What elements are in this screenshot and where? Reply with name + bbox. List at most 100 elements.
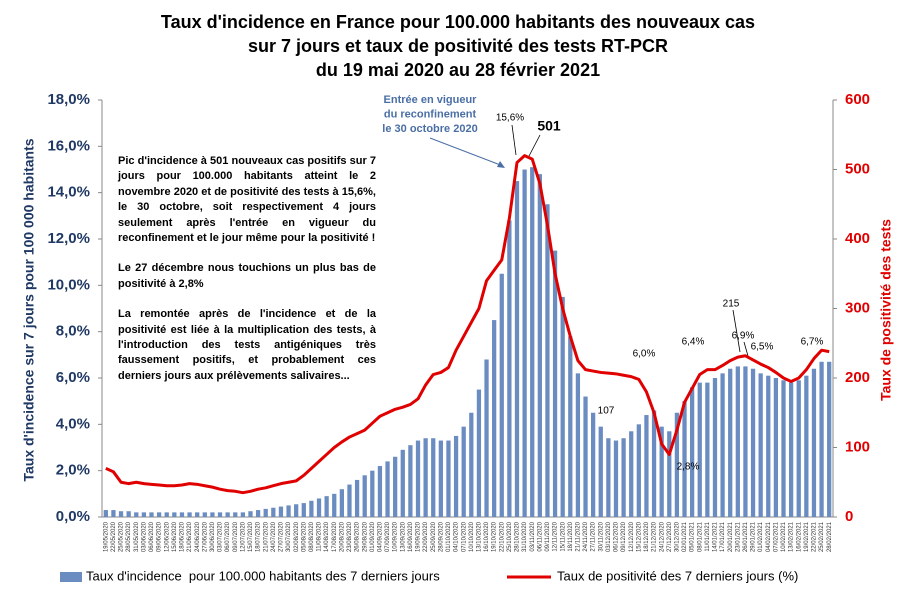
- bar: [103, 510, 108, 517]
- bar: [507, 220, 512, 517]
- bar: [286, 505, 291, 517]
- x-tick-label: 21/07/2020: [263, 521, 269, 552]
- x-tick-label: 24/07/2020: [271, 521, 277, 552]
- bar: [728, 368, 733, 517]
- note-text: du reconfinement: [384, 108, 477, 120]
- x-tick-label: 04/10/2020: [454, 521, 460, 552]
- bar: [575, 373, 581, 517]
- bar: [674, 412, 680, 517]
- x-tick-label: 06/11/2020: [537, 521, 543, 551]
- x-tick-label: 20/08/2020: [339, 521, 345, 552]
- x-tick-label: 26/01/2021: [743, 521, 749, 552]
- bar: [560, 296, 565, 517]
- x-tick-label: 09/06/2020: [157, 521, 163, 552]
- y2-tick-label: 600: [845, 91, 870, 108]
- x-tick-label: 15/12/2020: [636, 521, 642, 552]
- bar: [187, 512, 192, 517]
- annotation: 6,7%: [801, 337, 824, 348]
- x-tick-label: 31/05/2020: [134, 521, 140, 552]
- chart-title: Taux d'incidence en France pour 100.000 …: [161, 12, 755, 32]
- x-tick-label: 29/08/2020: [362, 521, 368, 552]
- y-tick-label: 18,0%: [47, 91, 90, 108]
- x-tick-label: 27/12/2020: [667, 521, 673, 552]
- x-tick-label: 12/11/2020: [553, 521, 559, 551]
- bar: [438, 440, 443, 517]
- bar: [766, 375, 771, 517]
- x-tick-label: 10/10/2020: [469, 521, 475, 552]
- x-tick-label: 22/05/2020: [111, 521, 117, 552]
- bar: [118, 511, 124, 517]
- x-tick-label: 02/08/2020: [294, 521, 300, 552]
- x-tick-label: 02/01/2021: [682, 521, 688, 552]
- x-tick-label: 14/08/2020: [324, 521, 330, 552]
- paragraph: Le 27 décembre nous touchions un plus ba…: [118, 262, 376, 290]
- note-arrow: [429, 137, 504, 167]
- bar: [530, 167, 535, 517]
- legend-label: Taux d'incidence pour 100.000 habitants …: [86, 568, 440, 583]
- y-tick-label: 16,0%: [47, 137, 90, 154]
- x-tick-label: 09/11/2020: [545, 521, 551, 551]
- x-tick-label: 06/06/2020: [149, 521, 155, 552]
- x-tick-label: 07/10/2020: [461, 521, 467, 552]
- annotation: 6,0%: [633, 349, 656, 360]
- x-tick-label: 16/10/2020: [484, 521, 490, 552]
- note-text: Entrée en vigueur: [384, 94, 478, 106]
- bar: [545, 204, 550, 517]
- y-tick-label: 10,0%: [47, 276, 90, 293]
- bar: [819, 361, 824, 517]
- bar: [172, 512, 177, 517]
- bar: [393, 456, 398, 517]
- bar: [179, 512, 185, 517]
- x-tick-label: 13/02/2021: [789, 521, 795, 552]
- y-tick-label: 4,0%: [56, 415, 90, 432]
- bar: [522, 169, 527, 517]
- x-tick-label: 08/08/2020: [309, 521, 315, 552]
- x-tick-label: 24/12/2020: [659, 521, 665, 552]
- annotation: 6,4%: [682, 337, 705, 348]
- bar: [697, 382, 702, 517]
- y2-tick-label: 500: [845, 160, 870, 177]
- bar: [537, 174, 542, 517]
- y-tick-label: 8,0%: [56, 323, 90, 340]
- bar: [339, 489, 344, 517]
- x-tick-label: 21/06/2020: [187, 521, 193, 552]
- bar: [492, 320, 497, 517]
- bar: [514, 181, 520, 518]
- x-tick-label: 28/10/2020: [515, 521, 521, 552]
- annotation: 107: [598, 406, 615, 417]
- annotation: 15,6%: [496, 113, 524, 124]
- bar: [788, 382, 794, 517]
- x-tick-label: 12/12/2020: [629, 521, 635, 552]
- x-tick-label: 20/01/2021: [728, 521, 734, 552]
- leader: [743, 341, 749, 357]
- bar: [225, 512, 230, 517]
- legend-swatch: [60, 572, 82, 582]
- leader: [732, 309, 741, 353]
- bar: [316, 498, 322, 517]
- note: Pic d'incidence à 501 nouveaux cas posit…: [118, 154, 376, 399]
- bar: [377, 466, 383, 517]
- bar: [750, 368, 756, 517]
- bar: [796, 380, 801, 517]
- bar: [210, 512, 215, 517]
- x-tick-label: 07/09/2020: [385, 521, 391, 552]
- bar: [415, 440, 421, 517]
- x-tick-label: 13/09/2020: [400, 521, 406, 552]
- bar: [469, 412, 474, 517]
- bar: [743, 366, 748, 517]
- bar: [484, 359, 489, 517]
- bar: [804, 375, 809, 517]
- bar: [499, 273, 504, 517]
- bar: [271, 507, 276, 517]
- bar: [385, 461, 390, 517]
- x-tick-label: 13/10/2020: [477, 521, 483, 552]
- bar: [370, 470, 375, 517]
- bar: [636, 424, 641, 517]
- x-tick-label: 07/02/2021: [773, 521, 779, 552]
- bar: [811, 368, 817, 517]
- bar: [202, 512, 207, 517]
- bar: [233, 512, 238, 517]
- note-text: le 30 octobre 2020: [382, 123, 477, 135]
- bar: [248, 511, 253, 517]
- bar: [735, 366, 740, 517]
